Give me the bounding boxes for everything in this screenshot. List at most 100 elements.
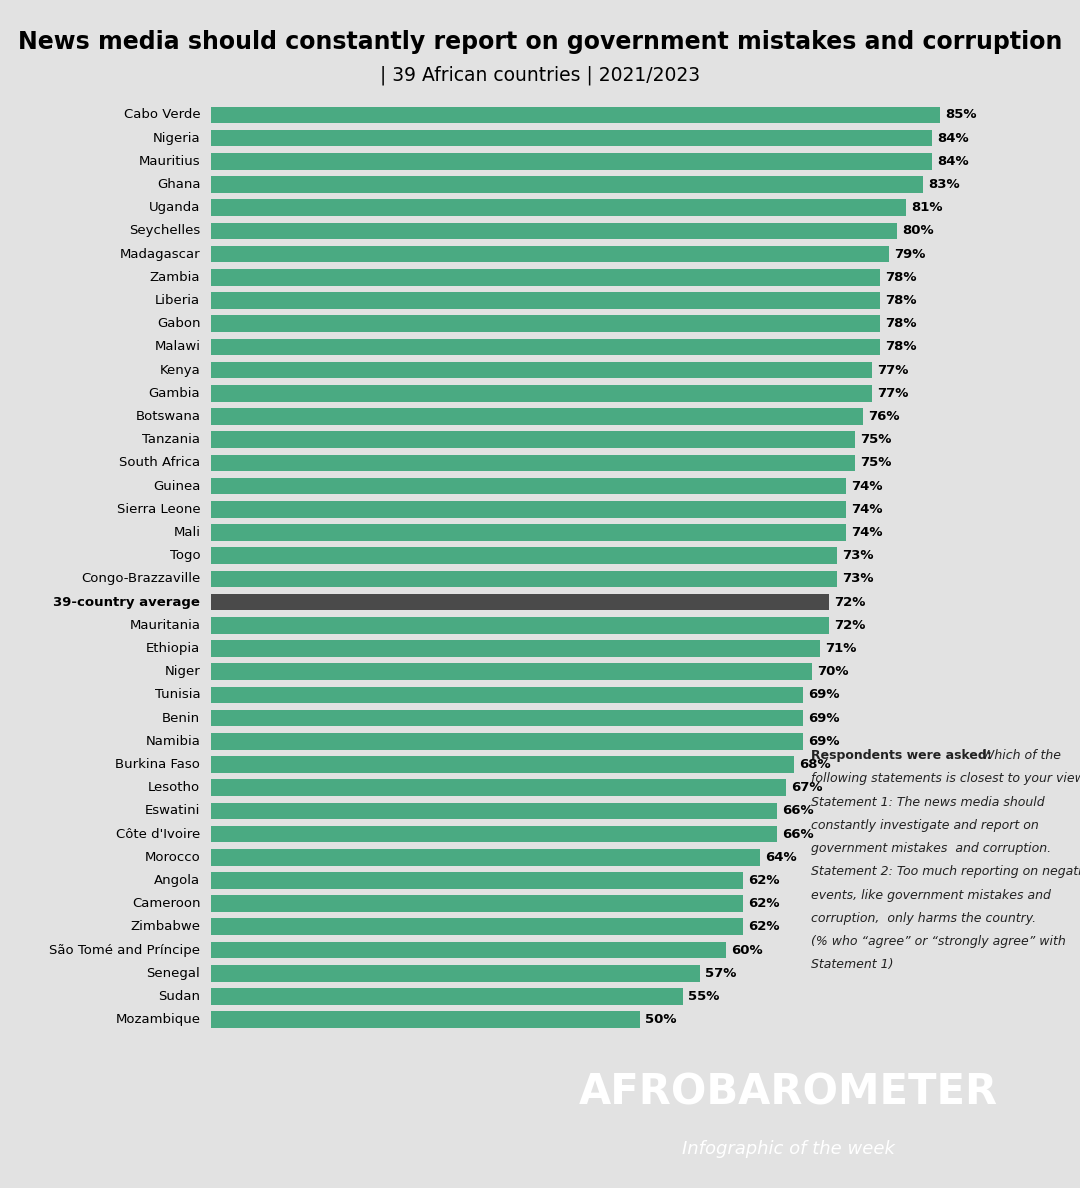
Text: 81%: 81% [912, 201, 943, 214]
Text: | 39 African countries | 2021/2023: | 39 African countries | 2021/2023 [380, 65, 700, 84]
Text: Mauritius: Mauritius [138, 154, 200, 168]
Bar [211, 570, 837, 587]
Bar [211, 896, 743, 912]
Text: Cameroon: Cameroon [132, 897, 200, 910]
Text: 64%: 64% [766, 851, 797, 864]
Text: 78%: 78% [886, 317, 917, 330]
Bar [211, 988, 683, 1005]
Text: 78%: 78% [886, 341, 917, 353]
Text: 73%: 73% [842, 573, 874, 586]
Bar [211, 803, 778, 820]
Text: São Tomé and Príncipe: São Tomé and Príncipe [50, 943, 200, 956]
Text: Seychelles: Seychelles [129, 225, 200, 238]
Text: 73%: 73% [842, 549, 874, 562]
Text: Angola: Angola [154, 874, 200, 887]
Bar [211, 709, 804, 726]
Text: Respondents were asked:: Respondents were asked: [811, 750, 991, 763]
Text: News media should constantly report on government mistakes and corruption: News media should constantly report on g… [17, 30, 1063, 53]
Bar [211, 478, 846, 494]
Text: 85%: 85% [946, 108, 977, 121]
Text: Senegal: Senegal [147, 967, 200, 980]
Text: 78%: 78% [886, 271, 917, 284]
Text: Zambia: Zambia [150, 271, 200, 284]
Bar [211, 315, 880, 331]
Bar [211, 617, 828, 633]
Text: 80%: 80% [903, 225, 934, 238]
Text: 69%: 69% [808, 688, 839, 701]
Bar [211, 292, 880, 309]
Text: 76%: 76% [868, 410, 900, 423]
Text: 69%: 69% [808, 734, 839, 747]
Bar [211, 501, 846, 518]
Text: Mali: Mali [173, 526, 200, 539]
Text: 39-country average: 39-country average [53, 595, 200, 608]
Bar [211, 548, 837, 564]
Text: AFROBAROMETER: AFROBAROMETER [579, 1072, 998, 1113]
Bar [211, 222, 897, 239]
Text: Uganda: Uganda [149, 201, 200, 214]
Bar [211, 176, 923, 192]
Text: 62%: 62% [748, 874, 780, 887]
Text: 57%: 57% [705, 967, 737, 980]
Text: Côte d'Ivoire: Côte d'Ivoire [116, 828, 200, 841]
Text: 62%: 62% [748, 921, 780, 934]
Text: government mistakes  and corruption.: government mistakes and corruption. [811, 842, 1051, 855]
Text: Congo-Brazzaville: Congo-Brazzaville [81, 573, 200, 586]
Text: Botswana: Botswana [135, 410, 200, 423]
Bar [211, 385, 872, 402]
Text: (% who “agree” or “strongly agree” with: (% who “agree” or “strongly agree” with [811, 935, 1065, 948]
Bar [211, 409, 863, 425]
Text: 74%: 74% [851, 503, 882, 516]
Text: 72%: 72% [834, 595, 865, 608]
Text: 66%: 66% [782, 828, 814, 841]
Bar [211, 200, 906, 216]
Text: 83%: 83% [929, 178, 960, 191]
Text: Gabon: Gabon [157, 317, 200, 330]
Bar [211, 733, 804, 750]
Text: corruption,  only harms the country.: corruption, only harms the country. [811, 912, 1036, 925]
Bar [211, 107, 941, 124]
Text: 69%: 69% [808, 712, 839, 725]
Text: Nigeria: Nigeria [152, 132, 200, 145]
Bar [211, 663, 812, 680]
Text: events, like government mistakes and: events, like government mistakes and [811, 889, 1051, 902]
Text: following statements is closest to your view?: following statements is closest to your … [811, 772, 1080, 785]
Text: 75%: 75% [860, 456, 891, 469]
Text: Which of the: Which of the [978, 750, 1061, 763]
Text: South Africa: South Africa [119, 456, 200, 469]
Text: Statement 1: The news media should: Statement 1: The news media should [811, 796, 1044, 809]
Bar [211, 779, 786, 796]
Text: 74%: 74% [851, 480, 882, 493]
Text: Morocco: Morocco [145, 851, 200, 864]
Text: 67%: 67% [791, 782, 823, 794]
Bar [211, 594, 828, 611]
Bar [211, 524, 846, 541]
Text: 84%: 84% [937, 154, 969, 168]
Text: Benin: Benin [162, 712, 200, 725]
Text: 55%: 55% [688, 990, 719, 1003]
Text: 72%: 72% [834, 619, 865, 632]
Bar [211, 756, 795, 773]
Text: 66%: 66% [782, 804, 814, 817]
Text: Eswatini: Eswatini [145, 804, 200, 817]
Bar [211, 640, 820, 657]
Text: Mozambique: Mozambique [116, 1013, 200, 1026]
Text: 75%: 75% [860, 434, 891, 447]
Text: 70%: 70% [816, 665, 848, 678]
Text: Madagascar: Madagascar [120, 247, 200, 260]
Bar [211, 918, 743, 935]
Text: 50%: 50% [645, 1013, 676, 1026]
Bar [211, 942, 726, 959]
Text: Tunisia: Tunisia [154, 688, 200, 701]
Bar [211, 339, 880, 355]
Bar [211, 455, 854, 472]
Text: Guinea: Guinea [153, 480, 200, 493]
Text: 71%: 71% [825, 642, 856, 655]
Bar [211, 965, 700, 981]
Bar [211, 826, 778, 842]
Bar [211, 129, 932, 146]
Text: Togo: Togo [170, 549, 200, 562]
Text: 62%: 62% [748, 897, 780, 910]
Text: Lesotho: Lesotho [148, 782, 200, 794]
Text: Statement 1): Statement 1) [811, 959, 893, 972]
